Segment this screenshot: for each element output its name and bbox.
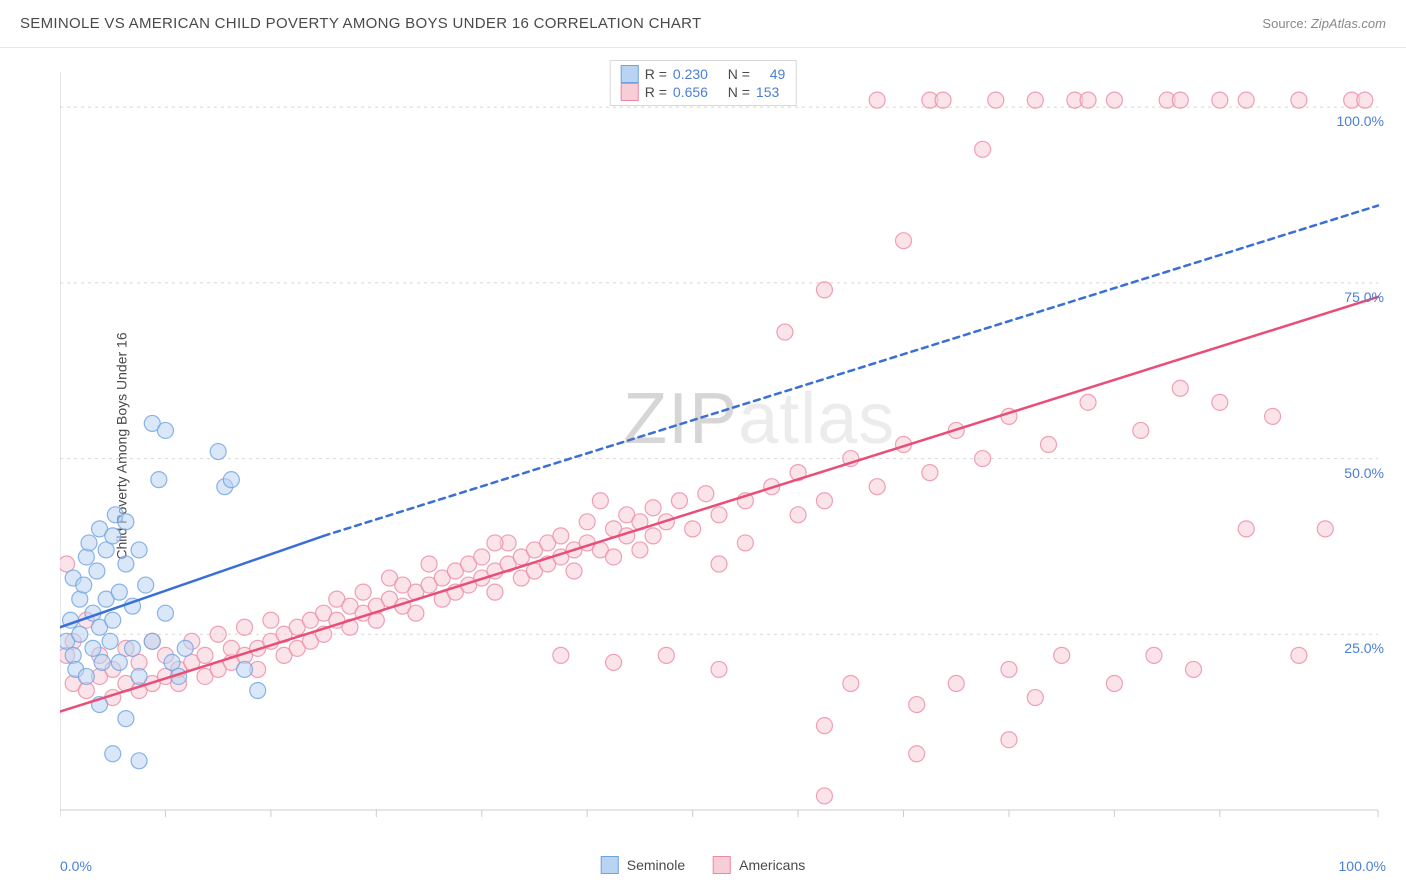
y-tick-label: 25.0%: [1344, 640, 1384, 656]
chart-header: SEMINOLE VS AMERICAN CHILD POVERTY AMONG…: [0, 0, 1406, 48]
y-tick-label: 50.0%: [1344, 465, 1384, 481]
source-label: Source:: [1262, 16, 1307, 31]
american-swatch-icon: [621, 83, 639, 101]
legend-row-american: R = 0.656 N = 153: [621, 83, 786, 101]
chart-source: Source: ZipAtlas.com: [1262, 16, 1386, 31]
legend-label: Americans: [739, 857, 805, 873]
chart-container: SEMINOLE VS AMERICAN CHILD POVERTY AMONG…: [0, 0, 1406, 892]
r-label: R =: [645, 84, 667, 100]
chart-title: SEMINOLE VS AMERICAN CHILD POVERTY AMONG…: [20, 15, 701, 32]
source-value: ZipAtlas.com: [1311, 16, 1386, 31]
legend-label: Seminole: [627, 857, 685, 873]
legend-series: Seminole Americans: [601, 856, 806, 874]
scatter-plot-svg: [60, 60, 1384, 830]
plot-area: [60, 60, 1384, 830]
r-label: R =: [645, 66, 667, 82]
legend-row-seminole: R = 0.230 N = 49: [621, 65, 786, 83]
y-tick-label: 75.0%: [1344, 289, 1384, 305]
legend-item-american: Americans: [713, 856, 805, 874]
n-value: 153: [756, 84, 779, 100]
seminole-swatch-icon: [601, 856, 619, 874]
r-value: 0.230: [673, 66, 708, 82]
seminole-swatch-icon: [621, 65, 639, 83]
n-value: 49: [770, 66, 786, 82]
x-axis-min-label: 0.0%: [60, 858, 92, 874]
n-label: N =: [728, 84, 750, 100]
x-axis-max-label: 100.0%: [1339, 858, 1386, 874]
american-swatch-icon: [713, 856, 731, 874]
legend-item-seminole: Seminole: [601, 856, 685, 874]
legend-correlation: R = 0.230 N = 49 R = 0.656 N = 153: [610, 60, 797, 106]
y-tick-label: 100.0%: [1337, 113, 1384, 129]
n-label: N =: [728, 66, 750, 82]
r-value: 0.656: [673, 84, 708, 100]
